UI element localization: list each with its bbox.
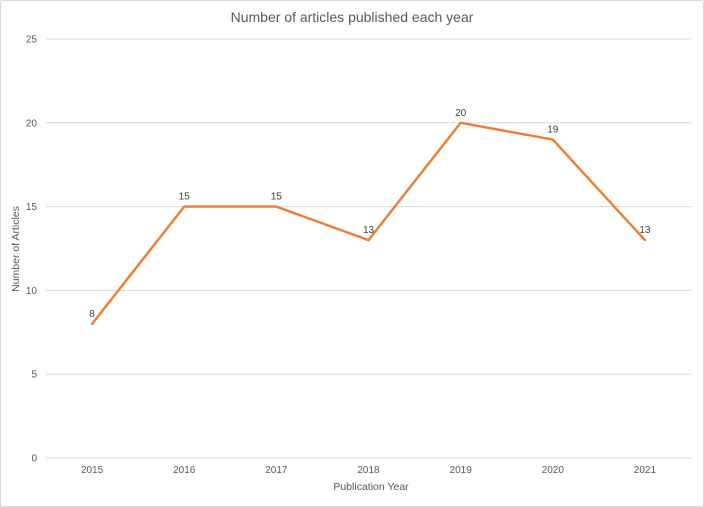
series-line [90,121,647,326]
x-tick-label: 2019 [450,465,473,476]
series-group [90,121,647,326]
data-label: 19 [547,125,559,136]
x-tick-label: 2020 [542,465,565,476]
y-tick-label: 5 [31,370,37,381]
y-tick-label: 0 [31,454,37,465]
data-label: 13 [363,225,375,236]
x-tick-labels-group: 2015 2016 2017 2018 2019 2020 2021 [81,465,657,476]
y-tick-labels-group: 0 5 10 15 20 25 [26,35,38,465]
data-label: 8 [89,309,95,320]
data-label: 15 [179,192,191,203]
x-tick-label: 2017 [265,465,288,476]
x-tick-label: 2015 [81,465,104,476]
data-labels-group: 8 15 15 13 20 19 13 [89,108,651,320]
y-tick-label: 20 [26,118,38,129]
x-tick-label: 2018 [357,465,380,476]
data-label: 20 [455,108,467,119]
data-label: 15 [271,192,283,203]
x-tick-label: 2016 [173,465,196,476]
chart-title: Number of articles published each year [231,9,474,25]
x-tick-label: 2021 [634,465,657,476]
data-label: 13 [639,225,651,236]
y-tick-label: 25 [26,35,38,46]
x-axis-title: Publication Year [333,481,409,493]
y-axis-title: Number of Articles [10,206,22,292]
gridlines-group [46,38,691,459]
y-tick-label: 10 [26,286,38,297]
y-tick-label: 15 [26,202,38,213]
